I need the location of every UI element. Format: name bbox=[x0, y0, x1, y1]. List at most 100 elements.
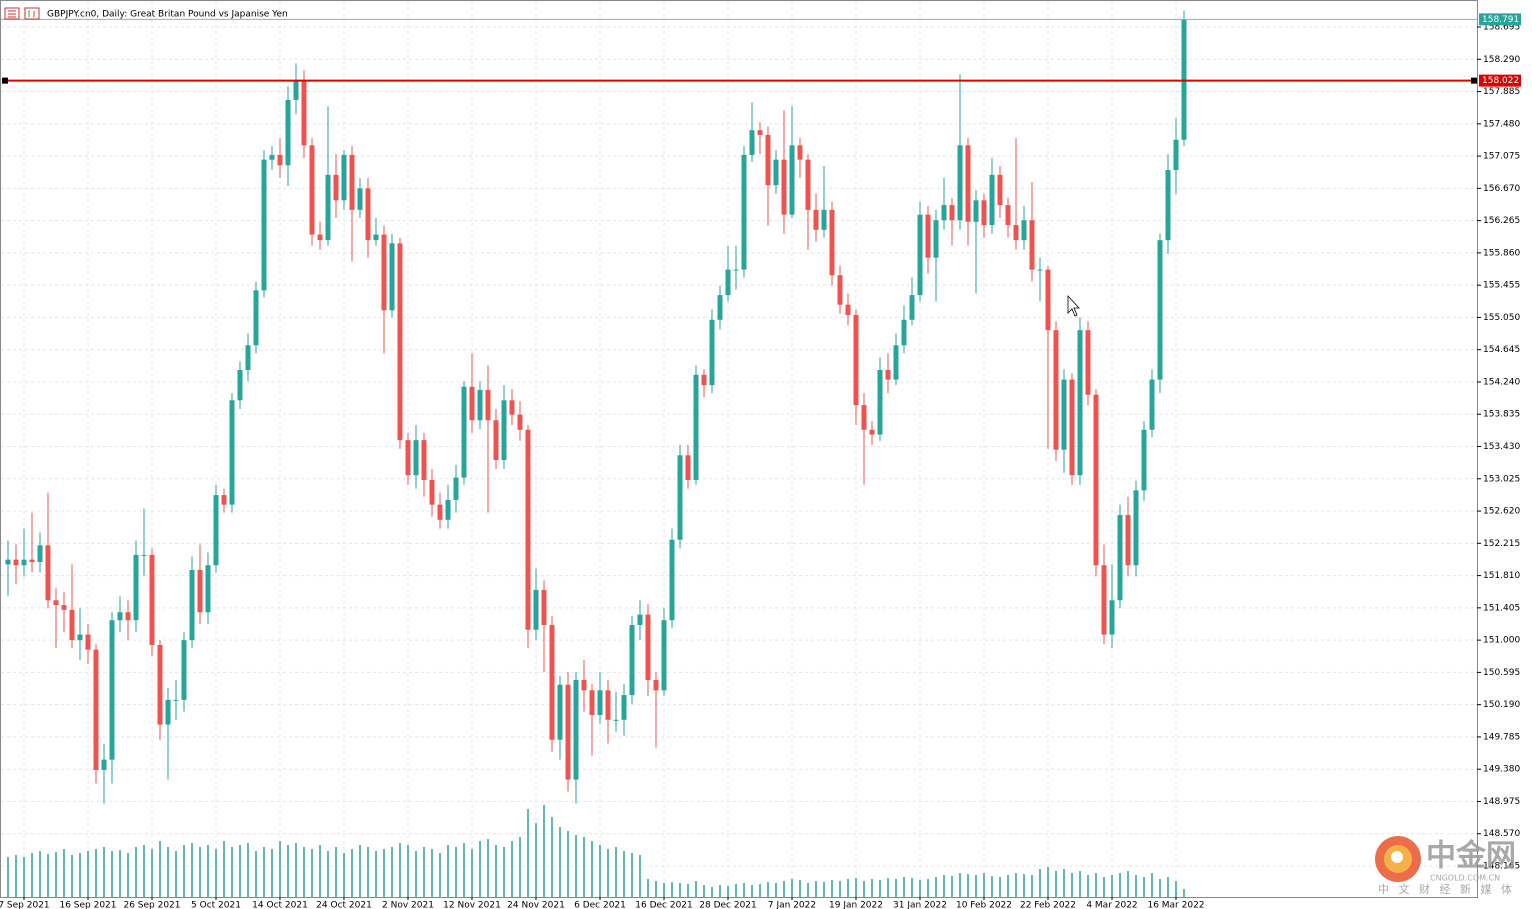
candle-body bbox=[949, 205, 955, 221]
candle-body bbox=[1005, 205, 1011, 226]
candle-body bbox=[261, 159, 267, 291]
y-tick-label: 151.405 bbox=[1483, 603, 1520, 613]
candle-body bbox=[1141, 429, 1147, 491]
candle-body bbox=[813, 209, 819, 230]
candle-body bbox=[877, 370, 883, 435]
candle-body bbox=[341, 154, 347, 201]
candle-body bbox=[93, 649, 99, 770]
candle-body bbox=[573, 679, 579, 780]
y-tick-label: 151.810 bbox=[1483, 571, 1520, 581]
candle-body bbox=[1157, 240, 1163, 380]
candle-body bbox=[445, 499, 451, 520]
x-tick-label: 16 Mar 2022 bbox=[1147, 901, 1204, 909]
candle-body bbox=[333, 174, 339, 201]
last-price-label: 158.791 bbox=[1482, 15, 1519, 25]
candle-body bbox=[1133, 490, 1139, 566]
y-tick-label: 152.215 bbox=[1483, 539, 1520, 549]
candle-body bbox=[1069, 379, 1075, 476]
candle-body bbox=[509, 400, 515, 415]
candle-body bbox=[1149, 379, 1155, 430]
x-tick-label: 10 Feb 2022 bbox=[956, 901, 1012, 909]
candle-body bbox=[181, 640, 187, 700]
y-tick-label: 158.695 bbox=[1483, 23, 1520, 33]
candle-body bbox=[37, 545, 43, 563]
candle-body bbox=[733, 269, 739, 271]
x-tick-label: 24 Oct 2021 bbox=[316, 901, 372, 909]
candle-body bbox=[421, 440, 427, 480]
candle-body bbox=[981, 200, 987, 226]
x-tick-label: 28 Dec 2021 bbox=[699, 901, 757, 909]
candle-body bbox=[717, 295, 723, 320]
candle-body bbox=[565, 684, 571, 780]
y-tick-label: 153.835 bbox=[1483, 410, 1520, 420]
candle-body bbox=[1125, 515, 1131, 566]
candle-body bbox=[933, 220, 939, 258]
candle-body bbox=[405, 440, 411, 476]
line-handle bbox=[2, 77, 8, 84]
x-tick-label: 16 Sep 2021 bbox=[59, 901, 116, 909]
candle-body bbox=[1045, 269, 1051, 331]
candle-body bbox=[317, 234, 323, 241]
candle-body bbox=[21, 559, 27, 566]
candle-body bbox=[965, 145, 971, 222]
candle-body bbox=[757, 130, 763, 135]
candle-body bbox=[1077, 330, 1083, 476]
candle-body bbox=[141, 554, 147, 556]
candle-body bbox=[429, 479, 435, 505]
candle-body bbox=[581, 679, 587, 691]
candle-body bbox=[1085, 330, 1091, 395]
candle-body bbox=[725, 269, 731, 296]
candle-body bbox=[285, 99, 291, 166]
candle-body bbox=[173, 699, 179, 701]
y-tick-label: 154.240 bbox=[1483, 377, 1520, 387]
y-tick-label: 154.645 bbox=[1483, 345, 1520, 355]
chart-icon[interactable] bbox=[24, 7, 40, 20]
candle-body bbox=[469, 386, 475, 421]
candle-body bbox=[493, 420, 499, 461]
x-tick-label: 7 Sep 2021 bbox=[0, 901, 50, 909]
candle-body bbox=[365, 188, 371, 241]
candle-body bbox=[1037, 269, 1043, 271]
candle-body bbox=[525, 429, 531, 630]
candle-body bbox=[853, 315, 859, 406]
last-price-box bbox=[1479, 13, 1521, 26]
x-tick-label: 19 Jan 2022 bbox=[829, 901, 883, 909]
candle-body bbox=[309, 145, 315, 235]
candle-body bbox=[693, 374, 699, 480]
candle-body bbox=[917, 214, 923, 296]
candle-body bbox=[373, 234, 379, 241]
candle-body bbox=[229, 400, 235, 505]
y-tick-label: 148.570 bbox=[1483, 829, 1520, 839]
price-axis: 158.695 158.290 157.885 157.480 157.075 156.6… bbox=[0, 13, 1521, 909]
candle-body bbox=[645, 614, 651, 680]
candle-body bbox=[221, 495, 227, 505]
candle-body bbox=[901, 319, 907, 346]
candle-body bbox=[237, 370, 243, 401]
y-tick-label: 150.190 bbox=[1483, 700, 1520, 710]
candle-body bbox=[669, 539, 675, 621]
candle-body bbox=[1165, 170, 1171, 241]
candle-body bbox=[837, 275, 843, 305]
chart-title: GBPJPY.cn0, Daily: Great Britan Pound vs… bbox=[47, 10, 288, 20]
candle-body bbox=[85, 634, 91, 650]
header: GBPJPY.cn0, Daily: Great Britan Pound vs… bbox=[4, 7, 288, 20]
hline-label: 158.022 bbox=[1482, 76, 1519, 86]
candle-body bbox=[549, 624, 555, 740]
candle-body bbox=[997, 174, 1003, 206]
candle-body bbox=[957, 145, 963, 221]
y-tick-label: 149.785 bbox=[1483, 732, 1520, 742]
candle-body bbox=[701, 374, 707, 386]
y-tick-label: 155.860 bbox=[1483, 248, 1520, 258]
y-tick-label: 156.265 bbox=[1483, 216, 1520, 226]
candle-body bbox=[165, 699, 171, 725]
candle-body bbox=[869, 429, 875, 435]
candle-body bbox=[677, 455, 683, 540]
candle-body bbox=[325, 174, 331, 241]
candle-body bbox=[989, 174, 995, 226]
candle-body bbox=[1029, 220, 1035, 270]
candle-body bbox=[125, 612, 131, 621]
candle-body bbox=[925, 214, 931, 258]
candle-body bbox=[197, 570, 203, 613]
candle-body bbox=[861, 405, 867, 430]
